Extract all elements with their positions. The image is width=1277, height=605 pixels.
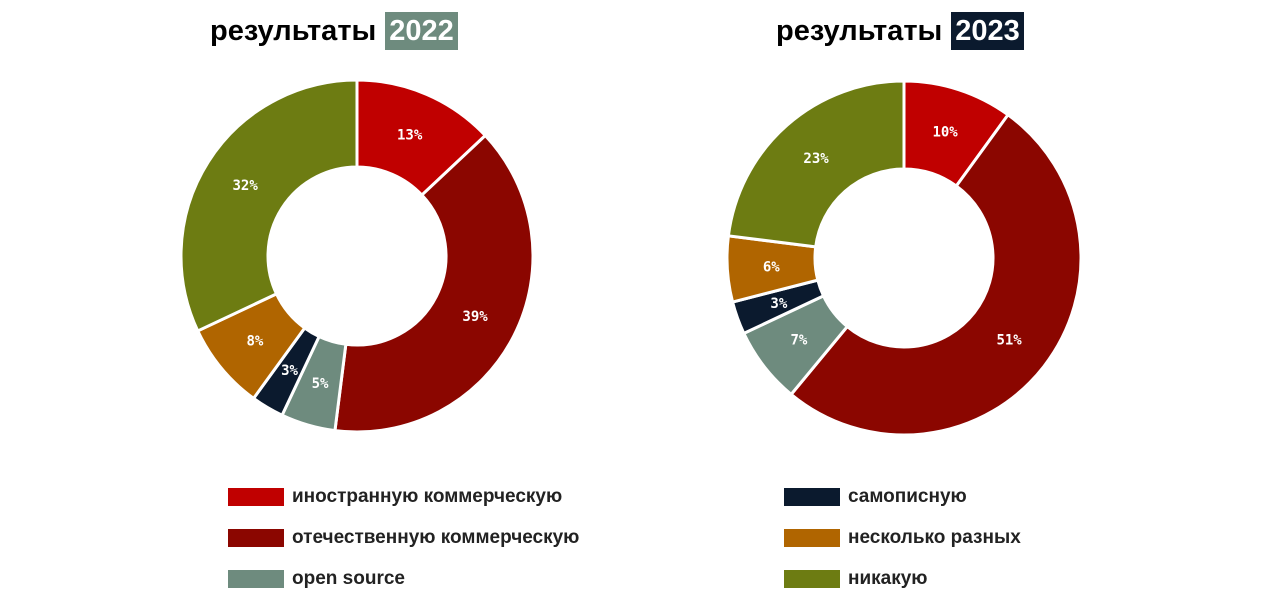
legend-label: самописную	[848, 486, 967, 507]
donut-charts: 13% 39% 5% 3% 8% 32% 10% 51% 7% 3% 6% 23%	[179, 78, 1083, 437]
donut-segment-2022-5	[179, 78, 359, 333]
legend-label: отечественную коммерческую	[292, 527, 580, 548]
legend-swatch	[784, 488, 840, 506]
legend-item: никакую	[784, 568, 928, 589]
legend-label: open source	[292, 568, 405, 589]
chart-title-2023: результаты 2023	[776, 12, 1024, 50]
legend-swatch	[784, 529, 840, 547]
data-label-2022-5: 32%	[232, 178, 258, 194]
data-label-2022-1: 39%	[462, 309, 488, 325]
title-text: результаты	[776, 14, 943, 47]
year-badge-2022: 2022	[385, 12, 458, 50]
legend-label: иностранную коммерческую	[292, 486, 563, 507]
data-label-2022-4: 8%	[246, 333, 263, 349]
legend-swatch	[228, 488, 284, 506]
data-label-2022-0: 13%	[397, 127, 423, 143]
data-label-2022-3: 3%	[281, 363, 298, 379]
legend-label: несколько разных	[848, 527, 1021, 548]
legend-item: самописную	[784, 486, 967, 507]
legend-swatch	[228, 529, 284, 547]
donut-segment-2023-1	[789, 112, 1083, 437]
data-label-2023-4: 6%	[763, 259, 780, 275]
legend-swatch	[228, 570, 284, 588]
data-label-2023-3: 3%	[770, 296, 787, 312]
data-label-2023-5: 23%	[803, 151, 829, 167]
chart-title-2022: результаты 2022	[210, 12, 458, 50]
legend-swatch	[784, 570, 840, 588]
donut-segment-2023-5	[726, 79, 906, 249]
legend-label: никакую	[848, 568, 928, 589]
legend-item: несколько разных	[784, 527, 1021, 548]
data-label-2022-2: 5%	[312, 376, 329, 392]
legend-item: иностранную коммерческую	[228, 486, 563, 507]
data-label-2023-1: 51%	[996, 333, 1022, 349]
data-label-2023-2: 7%	[790, 333, 807, 349]
donut-segment-2022-1	[333, 133, 535, 434]
data-label-2023-0: 10%	[932, 125, 958, 141]
legend-item: open source	[228, 568, 405, 589]
legend-item: отечественную коммерческую	[228, 527, 580, 548]
title-text: результаты	[210, 14, 377, 47]
year-badge-2023: 2023	[951, 12, 1024, 50]
